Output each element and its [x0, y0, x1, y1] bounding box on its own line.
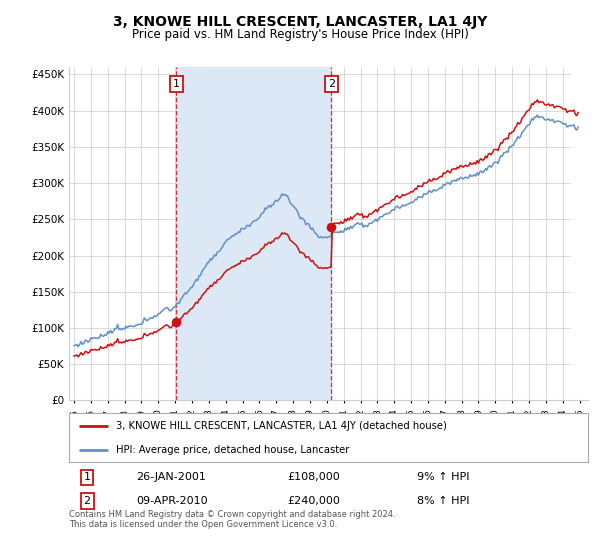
Text: Contains HM Land Registry data © Crown copyright and database right 2024.
This d: Contains HM Land Registry data © Crown c… — [69, 510, 395, 529]
Text: 9% ↑ HPI: 9% ↑ HPI — [417, 473, 469, 482]
Text: 2: 2 — [328, 79, 335, 89]
Text: Price paid vs. HM Land Registry's House Price Index (HPI): Price paid vs. HM Land Registry's House … — [131, 28, 469, 41]
Text: 09-APR-2010: 09-APR-2010 — [136, 496, 208, 506]
Text: 3, KNOWE HILL CRESCENT, LANCASTER, LA1 4JY (detached house): 3, KNOWE HILL CRESCENT, LANCASTER, LA1 4… — [116, 421, 446, 431]
Text: 3, KNOWE HILL CRESCENT, LANCASTER, LA1 4JY: 3, KNOWE HILL CRESCENT, LANCASTER, LA1 4… — [113, 15, 487, 29]
Text: HPI: Average price, detached house, Lancaster: HPI: Average price, detached house, Lanc… — [116, 445, 349, 455]
Text: 2: 2 — [83, 496, 91, 506]
Text: 26-JAN-2001: 26-JAN-2001 — [136, 473, 206, 482]
Text: 1: 1 — [83, 473, 91, 482]
Text: £108,000: £108,000 — [287, 473, 340, 482]
Point — [172, 318, 181, 326]
Bar — [176, 67, 331, 400]
Text: 8% ↑ HPI: 8% ↑ HPI — [417, 496, 469, 506]
Bar — [571, 67, 588, 400]
Point — [326, 222, 336, 231]
Text: £240,000: £240,000 — [287, 496, 340, 506]
Text: 1: 1 — [173, 79, 180, 89]
